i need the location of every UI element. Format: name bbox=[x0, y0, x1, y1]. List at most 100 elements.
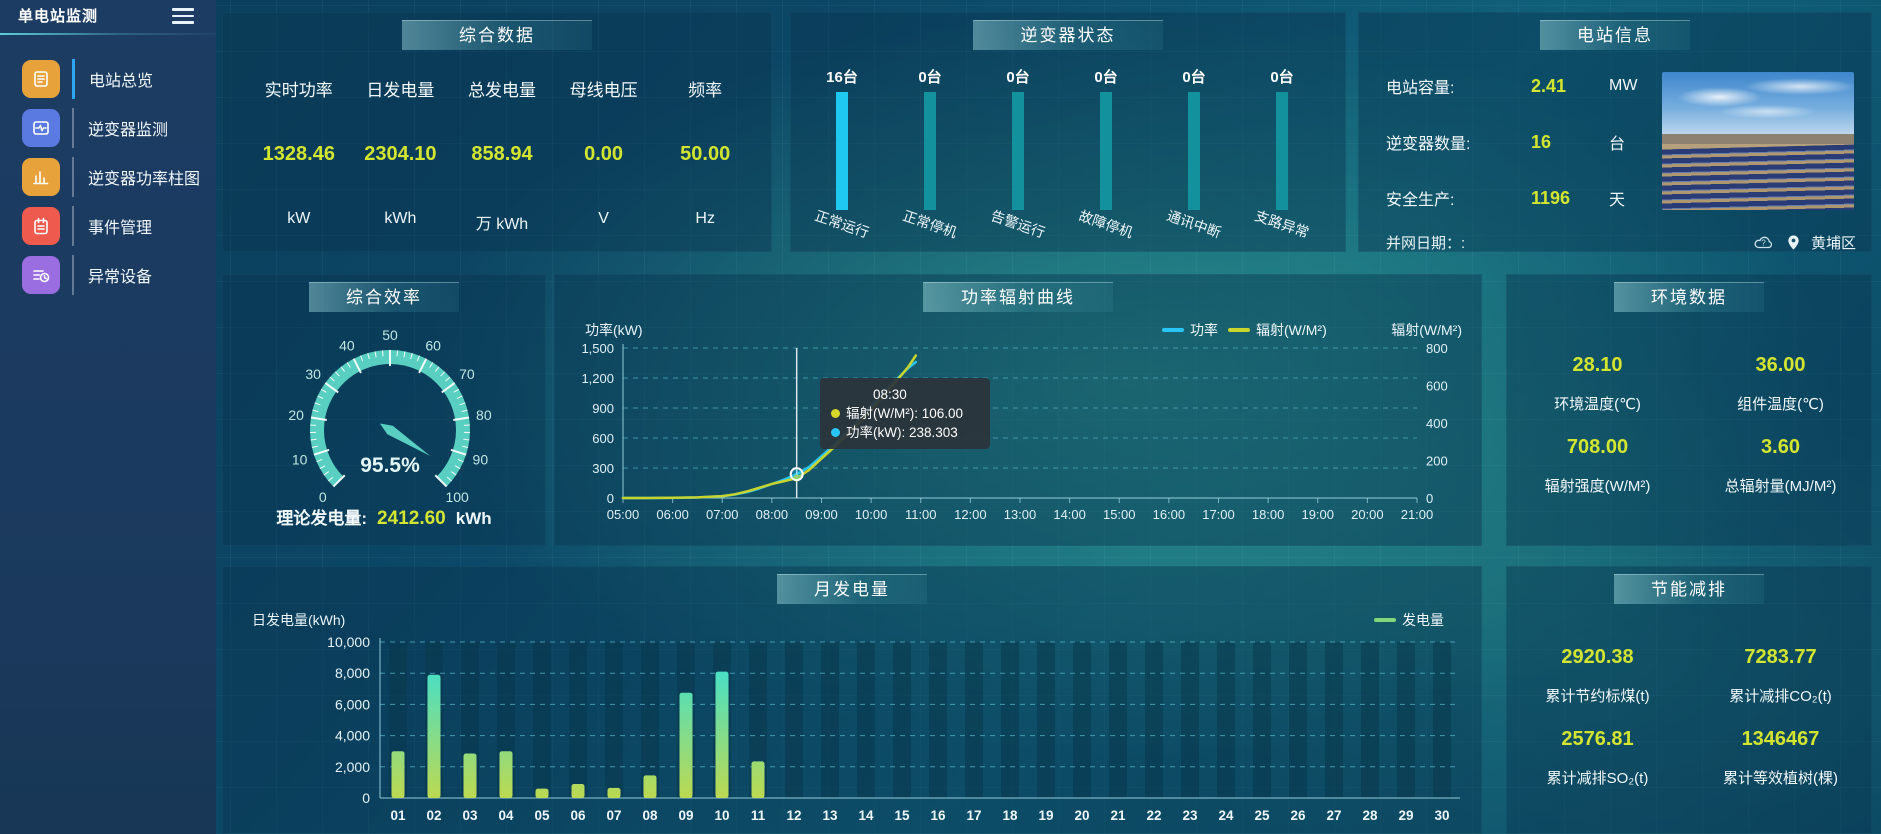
station-row-label: 逆变器数量: bbox=[1386, 136, 1471, 153]
sidebar-item-4[interactable]: 事件管理 bbox=[0, 201, 216, 250]
sidebar-item-2[interactable]: 逆变器监测 bbox=[0, 103, 216, 152]
inverter-status-bar bbox=[1188, 92, 1200, 210]
stat-value: 0.00 bbox=[584, 143, 624, 165]
metric-cell: 2576.81 累计减排SO₂(t) bbox=[1506, 706, 1689, 788]
weather-cloud-icon: ? bbox=[1754, 236, 1773, 249]
grid-date-label: 并网日期：: bbox=[1386, 234, 1466, 252]
svg-text:80: 80 bbox=[476, 407, 492, 423]
summary-panel-title: 综合数据 bbox=[402, 20, 592, 50]
svg-text:300: 300 bbox=[592, 461, 614, 476]
monitor-icon bbox=[22, 108, 60, 147]
station-info-title: 电站信息 bbox=[1540, 20, 1690, 50]
inverter-count-label: 0台 bbox=[1182, 69, 1206, 86]
legend-item-label: 功率 bbox=[1190, 322, 1218, 338]
tooltip-row: 功率(kW): 238.303 bbox=[831, 423, 979, 442]
series-dot-icon bbox=[831, 428, 840, 437]
svg-text:1,500: 1,500 bbox=[581, 341, 614, 356]
sidebar-nav: 电站总览 逆变器监测 逆变器功率柱图事件管理异常设备 bbox=[0, 54, 216, 299]
metric-label: 累计节约标煤(t) bbox=[1545, 688, 1650, 705]
svg-text:17:00: 17:00 bbox=[1202, 507, 1235, 522]
svg-text:24: 24 bbox=[1218, 808, 1234, 823]
nav-item-separator bbox=[72, 254, 74, 295]
svg-text:1,200: 1,200 bbox=[581, 371, 614, 386]
station-info-row: 逆变器数量: 16 台 bbox=[1386, 130, 1676, 154]
station-row-unit: 台 bbox=[1609, 136, 1626, 153]
legend-item[interactable]: 辐射(W/M²) bbox=[1228, 320, 1327, 340]
menu-toggle-icon[interactable] bbox=[172, 8, 194, 24]
metric-cell: 3.60 总辐射量(MJ/M²) bbox=[1689, 414, 1872, 496]
svg-text:29: 29 bbox=[1398, 808, 1413, 823]
svg-text:50: 50 bbox=[382, 327, 398, 343]
legend-item-label: 辐射(W/M²) bbox=[1256, 322, 1327, 338]
sidebar-item-1[interactable]: 电站总览 bbox=[0, 54, 216, 103]
svg-text:4,000: 4,000 bbox=[335, 728, 370, 744]
svg-text:15:00: 15:00 bbox=[1103, 507, 1136, 522]
sidebar-item-label: 事件管理 bbox=[88, 219, 153, 237]
metric-cell: 36.00 组件温度(℃) bbox=[1689, 332, 1872, 414]
sidebar-item-5[interactable]: 异常设备 bbox=[0, 250, 216, 299]
legend-line-icon bbox=[1228, 328, 1250, 332]
efficiency-gauge[interactable]: 0 10 20 30 40 50 60 70 80 90 100 95.5% bbox=[222, 274, 546, 546]
svg-text:400: 400 bbox=[1426, 416, 1448, 431]
right-axis-name: 辐射(W/M²) bbox=[1391, 322, 1462, 338]
inverter-status-item: 0台 通讯中断 bbox=[1150, 12, 1238, 252]
monthly-ylabel: 日发电量(kWh) bbox=[252, 612, 346, 628]
svg-text:21:00: 21:00 bbox=[1401, 507, 1434, 522]
sidebar: 单电站监测 电站总览 逆变器监测 逆变器功率柱图 事件管理 异常设备 bbox=[0, 0, 216, 834]
inverter-status-bars[interactable]: 16台 正常运行 0台 正常停机 0台 告警运行 0台 故障停机 0台 通讯中断 0台 支路异常 bbox=[798, 12, 1326, 252]
legend-item[interactable]: 功率 bbox=[1162, 320, 1218, 340]
summary-stat: 母线电压 0.00 V bbox=[553, 64, 655, 228]
summary-stat: 日发电量 2304.10 kWh bbox=[350, 64, 452, 228]
svg-text:11:00: 11:00 bbox=[905, 507, 937, 522]
metric-cell: 708.00 辐射强度(W/M²) bbox=[1506, 414, 1689, 496]
inverter-count-label: 16台 bbox=[826, 69, 858, 86]
svg-text:600: 600 bbox=[592, 431, 614, 446]
station-photo bbox=[1662, 72, 1854, 210]
inverter-status-item: 16台 正常运行 bbox=[798, 12, 886, 252]
svg-text:8,000: 8,000 bbox=[335, 665, 370, 681]
svg-text:200: 200 bbox=[1426, 454, 1448, 469]
power-curve-panel: 功率辐射曲线 功率(kW) 辐射(W/M²) 功率 辐射(W/M²) 1,500 1… bbox=[554, 274, 1482, 546]
metric-value: 2576.81 bbox=[1561, 728, 1634, 750]
inverter-status-item: 0台 支路异常 bbox=[1238, 12, 1326, 252]
svg-text:2,000: 2,000 bbox=[335, 759, 370, 775]
svg-text:100: 100 bbox=[445, 489, 469, 505]
svg-text:03: 03 bbox=[462, 808, 478, 823]
inverter-count-label: 0台 bbox=[1006, 69, 1030, 86]
svg-text:02: 02 bbox=[426, 808, 441, 823]
sidebar-item-3[interactable]: 逆变器功率柱图 bbox=[0, 152, 216, 201]
monthly-legend[interactable]: 发电量 bbox=[1374, 610, 1444, 630]
svg-text:10,000: 10,000 bbox=[327, 634, 370, 650]
svg-text:21: 21 bbox=[1110, 808, 1126, 823]
stat-value: 2304.10 bbox=[364, 143, 437, 165]
legend-line-icon bbox=[1374, 618, 1396, 622]
monthly-title: 月发电量 bbox=[777, 574, 927, 604]
svg-text:09: 09 bbox=[678, 808, 693, 823]
stat-name: 总发电量 bbox=[467, 81, 536, 100]
station-info-footer: 并网日期：: ? 黄埔区 bbox=[1386, 230, 1856, 254]
stat-unit: kW bbox=[287, 210, 311, 227]
svg-text:6,000: 6,000 bbox=[335, 696, 370, 712]
svg-text:01: 01 bbox=[390, 808, 406, 823]
monthly-bar-chart[interactable]: 10,000 8,000 6,000 4,000 2,000 0 01 02 03 04 05 06 0… bbox=[222, 566, 1482, 834]
stat-name: 母线电压 bbox=[569, 81, 638, 100]
svg-text:0: 0 bbox=[1426, 491, 1433, 506]
svg-text:28: 28 bbox=[1362, 808, 1378, 823]
metric-cell: 2920.38 累计节约标煤(t) bbox=[1506, 624, 1689, 706]
inverter-status-bar bbox=[836, 92, 848, 210]
metric-value: 708.00 bbox=[1566, 436, 1629, 458]
station-info-panel: 电站信息 电站容量: 2.41 MW 逆变器数量: 16 台安全生产: 1196 天 并网日期… bbox=[1358, 12, 1872, 252]
svg-text:11: 11 bbox=[751, 808, 766, 823]
district-label: 黄埔区 bbox=[1810, 234, 1856, 252]
summary-stats: 实时功率 1328.46 kW 日发电量 2304.10 kWh 总发电量 858.94 万 k… bbox=[248, 64, 756, 233]
station-row-value: 2.41 bbox=[1531, 75, 1567, 96]
svg-text:15: 15 bbox=[894, 808, 910, 823]
svg-text:26: 26 bbox=[1290, 808, 1306, 823]
inverter-status-bar bbox=[1012, 92, 1024, 210]
inverter-status-item: 0台 告警运行 bbox=[974, 12, 1062, 252]
svg-text:07:00: 07:00 bbox=[706, 507, 739, 522]
svg-text:20:00: 20:00 bbox=[1351, 507, 1384, 522]
svg-text:08:00: 08:00 bbox=[756, 507, 789, 522]
